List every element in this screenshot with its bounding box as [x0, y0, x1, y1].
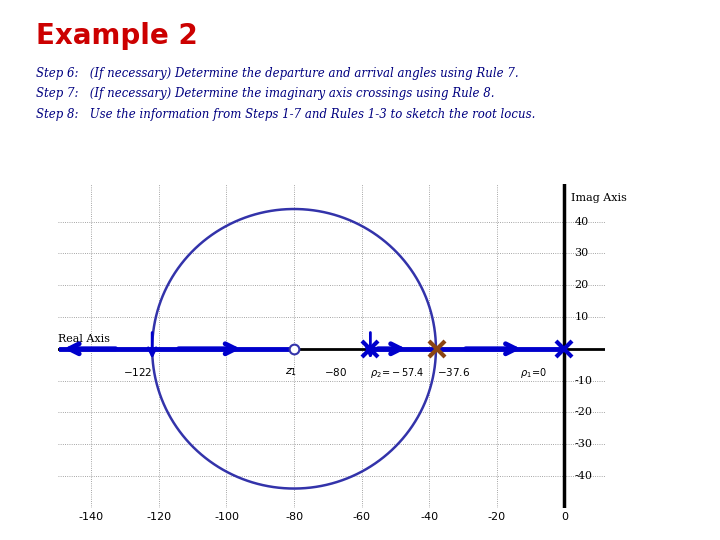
- Text: Step 7:   (If necessary) Determine the imaginary axis crossings using Rule 8.: Step 7: (If necessary) Determine the ima…: [36, 87, 495, 100]
- Text: Real Axis: Real Axis: [58, 334, 109, 344]
- Text: Imag Axis: Imag Axis: [571, 193, 627, 203]
- Text: Step 8:   Use the information from Steps 1-7 and Rules 1-3 to sketch the root lo: Step 8: Use the information from Steps 1…: [36, 108, 536, 121]
- Text: 20: 20: [575, 280, 589, 290]
- Text: $z_1$: $z_1$: [285, 366, 297, 378]
- Text: 40: 40: [575, 217, 589, 227]
- Text: $-80$: $-80$: [325, 366, 348, 378]
- Text: $-122$: $-122$: [122, 366, 152, 378]
- Text: -20: -20: [575, 407, 593, 417]
- Text: Example 2: Example 2: [36, 22, 198, 50]
- Text: 30: 30: [575, 248, 589, 259]
- Text: 10: 10: [575, 312, 589, 322]
- Text: -30: -30: [575, 439, 593, 449]
- Text: $-37.6$: $-37.6$: [437, 366, 470, 378]
- Text: $\rho_1\!=\!0$: $\rho_1\!=\!0$: [521, 366, 547, 380]
- Text: Step 6:   (If necessary) Determine the departure and arrival angles using Rule 7: Step 6: (If necessary) Determine the dep…: [36, 68, 518, 80]
- Text: $\rho_2\!=\!-57.4$: $\rho_2\!=\!-57.4$: [370, 366, 424, 380]
- Text: -10: -10: [575, 375, 593, 386]
- Text: -40: -40: [575, 471, 593, 481]
